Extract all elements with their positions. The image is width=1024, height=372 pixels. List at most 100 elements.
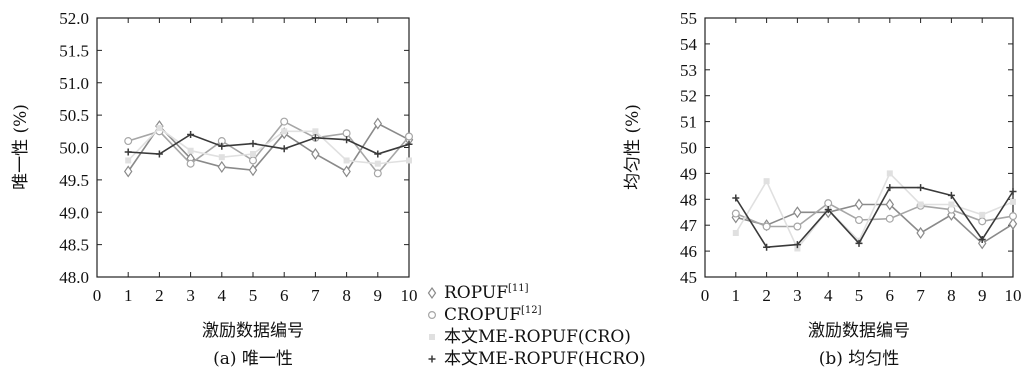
data-point-circle (731, 209, 740, 218)
series-line-plus (128, 133, 410, 155)
x-tick-label: 0 (701, 286, 710, 305)
series-line-diamond (735, 203, 1014, 245)
data-point-plus (311, 134, 319, 142)
data-point-circle (978, 217, 987, 226)
data-point-circle (854, 216, 863, 225)
data-point-diamond (373, 117, 383, 130)
data-point-square (979, 211, 986, 218)
data-point-plus (763, 243, 771, 251)
data-point-square (374, 160, 381, 167)
data-point-plus (793, 241, 801, 249)
x-tick-label: 4 (824, 286, 833, 305)
data-point-square (312, 128, 319, 135)
data-point-plus (855, 239, 863, 247)
legend-marker-diamond-icon (427, 286, 437, 300)
series-line-square (735, 172, 1014, 251)
legend-item: 本文ME-ROPUF(HCRO) (428, 349, 646, 369)
data-point-circle (373, 169, 382, 178)
series-line-square (127, 127, 410, 165)
x-tick-label: 8 (342, 286, 351, 305)
data-point-square (156, 125, 163, 132)
legend-label: ROPUF[11] (444, 283, 529, 303)
y-tick-label: 53 (680, 61, 697, 80)
caption-b: (b) 均匀性 (819, 349, 900, 369)
data-point-plus (405, 140, 413, 148)
y-tick-label: 52.0 (59, 9, 89, 28)
data-point-plus (218, 142, 226, 150)
x-tick-label: 1 (124, 286, 133, 305)
data-point-plus (917, 184, 925, 192)
data-point-plus (374, 150, 382, 158)
y-tick-label: 50 (680, 139, 697, 158)
y-tick-label: 47 (680, 216, 698, 235)
data-point-diamond (311, 147, 320, 161)
x-tick-label: 10 (1005, 286, 1022, 305)
x-tick-label: 2 (762, 286, 771, 305)
data-point-diamond (916, 226, 925, 240)
y-tick-label: 49.0 (59, 203, 89, 222)
series-line-plus (735, 186, 1014, 249)
x-tick-label: 9 (978, 286, 987, 305)
data-point-circle (280, 117, 289, 126)
data-point-square (250, 150, 256, 157)
xlabel-b: 激励数据编号 (808, 321, 910, 341)
data-point-circle (885, 214, 894, 223)
data-point-circle (342, 129, 351, 138)
data-point-plus (886, 184, 894, 192)
data-point-diamond (977, 237, 987, 250)
y-tick-label: 48.5 (59, 236, 89, 255)
x-tick-label: 7 (311, 286, 320, 305)
data-point-circle (1008, 212, 1017, 221)
y-tick-label: 49 (680, 164, 697, 183)
data-point-square (794, 245, 801, 252)
legend-item: ROPUF[11] (427, 283, 529, 303)
x-tick-label: 1 (732, 286, 741, 305)
data-point-circle (405, 132, 414, 141)
x-tick-label: 10 (401, 286, 418, 305)
data-point-plus (824, 206, 832, 214)
data-point-square (218, 154, 225, 161)
data-point-diamond (248, 164, 258, 177)
legend-marker-circle-icon (428, 311, 437, 320)
data-point-plus (732, 194, 740, 202)
legend-label: 本文ME-ROPUF(HCRO) (444, 349, 646, 369)
y-tick-label: 50.5 (59, 106, 89, 125)
data-point-plus (187, 131, 195, 139)
legend-citation: [11] (508, 283, 529, 294)
x-tick-label: 3 (186, 286, 195, 305)
x-tick-label: 7 (916, 286, 925, 305)
data-point-plus (947, 191, 955, 199)
x-tick-label: 5 (249, 286, 258, 305)
legend-label: CROPUF[12] (444, 305, 542, 325)
data-point-diamond (123, 165, 133, 178)
data-point-plus (978, 235, 986, 243)
data-point-square (406, 157, 412, 164)
data-point-circle (824, 199, 833, 208)
data-point-diamond (793, 206, 802, 219)
y-tick-label: 55 (680, 9, 697, 28)
data-point-square (886, 170, 893, 177)
y-tick-label: 51.0 (59, 74, 89, 93)
legend-marker-square-icon (429, 334, 435, 340)
data-point-square (125, 157, 132, 164)
data-point-square (343, 157, 350, 164)
ylabel-a: 唯一性 (%) (11, 104, 31, 190)
y-tick-label: 48 (680, 190, 697, 209)
data-point-plus (124, 148, 132, 156)
caption-a: (a) 唯一性 (213, 349, 293, 369)
data-point-circle (186, 159, 195, 168)
data-point-circle (762, 222, 771, 231)
data-point-plus (249, 140, 257, 148)
data-point-diamond (854, 198, 864, 211)
x-tick-label: 0 (93, 286, 102, 305)
data-point-square (763, 178, 770, 185)
y-tick-label: 51 (680, 113, 697, 132)
data-point-circle (124, 137, 133, 146)
data-point-square (917, 201, 924, 208)
x-tick-label: 4 (218, 286, 227, 305)
xlabel-a: 激励数据编号 (202, 321, 304, 341)
series-line-circle (127, 120, 410, 175)
legend-label: 本文ME-ROPUF(CRO) (444, 327, 631, 347)
